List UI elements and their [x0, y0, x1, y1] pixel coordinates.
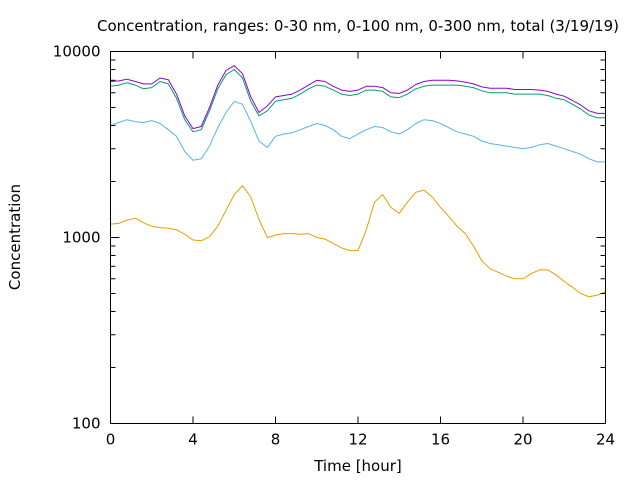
x-axis-label: Time [hour]: [313, 457, 402, 475]
x-tick-label: 8: [271, 431, 281, 449]
x-tick-label: 4: [188, 431, 198, 449]
plot-frame: [110, 51, 606, 424]
x-tick-label: 24: [596, 431, 615, 449]
x-tick-label: 12: [348, 431, 367, 449]
y-tick-label: 100: [72, 415, 101, 433]
x-tick-label: 20: [513, 431, 532, 449]
series-line-1: [110, 100, 606, 163]
series-layer: [110, 65, 606, 298]
series-line-3: [110, 65, 606, 130]
chart-title: Concentration, ranges: 0-30 nm, 0-100 nm…: [97, 17, 619, 35]
ticks-layer: 0 4 8 12 16 20 24 100 1000 10000: [53, 43, 615, 449]
y-tick-label: 10000: [53, 43, 101, 61]
x-tick-label: 16: [431, 431, 450, 449]
y-tick-label: 1000: [62, 229, 100, 247]
series-line-0: [110, 185, 606, 298]
series-line-2: [110, 69, 606, 133]
y-axis-label: Concentration: [6, 184, 24, 290]
x-tick-label: 0: [106, 431, 116, 449]
